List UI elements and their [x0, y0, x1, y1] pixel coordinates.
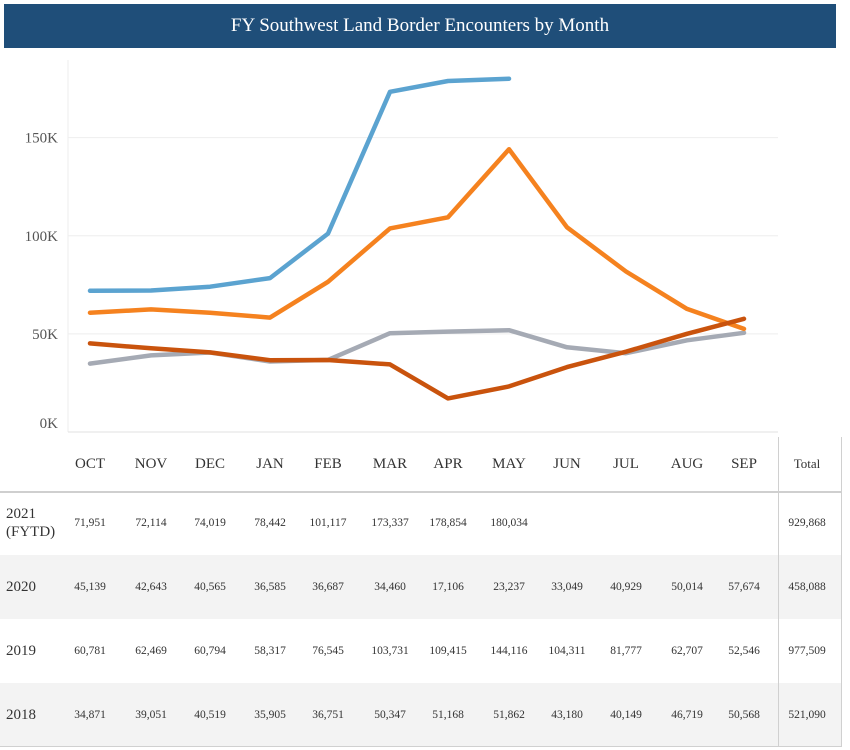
table-cell: 62,707 [671, 645, 703, 657]
gridlines [67, 60, 778, 433]
table-cell: 42,643 [135, 581, 167, 593]
table-cell [712, 491, 776, 555]
table-header-row: OCT NOV DEC JAN FEB MAR APR MAY JUN JUL AUG SEP Tota… [0, 437, 842, 491]
table-cell: 43,180 [551, 709, 583, 721]
table-cell: 144,116 [490, 645, 528, 657]
column-header: MAY [492, 455, 526, 472]
table-cell: 39,051 [135, 709, 167, 721]
table-cell: 45,139 [74, 581, 106, 593]
line-chart: 0K 50K 100K 150K [25, 60, 778, 433]
table-cell: 173,337 [371, 517, 409, 529]
table-cell: 78,442 [254, 517, 286, 529]
table-cell: 35,905 [254, 709, 286, 721]
table-cell: 34,871 [74, 709, 106, 721]
table-cell: 109,415 [429, 645, 467, 657]
column-header: JUL [613, 455, 639, 472]
table-cell: 36,687 [312, 581, 344, 593]
column-header: NOV [134, 455, 168, 472]
y-tick-label: 100K [25, 229, 59, 245]
series-line [87, 146, 747, 332]
table-row: 2021 (FYTD) 71,951 72,114 74,019 78,442 101,1… [0, 491, 842, 555]
y-tick-label: 50K [32, 327, 58, 343]
table-cell [535, 491, 599, 555]
table-rule [0, 746, 842, 747]
table-cell: 33,049 [551, 581, 583, 593]
table-cell: 51,862 [493, 709, 525, 721]
table-cell: 36,585 [254, 581, 286, 593]
table-rule [0, 491, 842, 493]
table-cell: 103,731 [371, 645, 409, 657]
table-row: 2019 60,781 62,469 60,794 58,317 76,545 103,73… [0, 619, 842, 683]
table-cell: 50,347 [374, 709, 406, 721]
column-header: DEC [195, 455, 225, 472]
table-cell: 23,237 [493, 581, 525, 593]
table-cell: 40,565 [194, 581, 226, 593]
table-cell: 52,546 [728, 645, 760, 657]
table-cell [655, 491, 719, 555]
table-cell: 76,545 [312, 645, 344, 657]
series-line [87, 316, 747, 401]
table-cell-total: 521,090 [788, 709, 826, 721]
table-cell: 50,014 [671, 581, 703, 593]
table-cell: 40,929 [610, 581, 642, 593]
row-label: 2020 [6, 579, 36, 595]
column-header: SEP [731, 455, 757, 472]
table-cell: 51,168 [432, 709, 464, 721]
table-cell-total: 929,868 [788, 517, 826, 529]
table-cell: 58,317 [254, 645, 286, 657]
table-cell-total: 977,509 [788, 645, 826, 657]
column-header: OCT [75, 455, 105, 472]
table-cell: 62,469 [135, 645, 167, 657]
column-header: JAN [256, 455, 284, 472]
table-right-edge [841, 437, 842, 747]
total-column-divider [778, 437, 779, 747]
column-header: FEB [314, 455, 342, 472]
row-label: 2019 [6, 643, 36, 659]
table-cell: 104,311 [548, 645, 586, 657]
table-cell: 50,568 [728, 709, 760, 721]
y-axis-ticks: 0K 50K 100K 150K [25, 131, 59, 432]
table-cell: 40,519 [194, 709, 226, 721]
table-cell: 36,751 [312, 709, 344, 721]
table-cell: 72,114 [135, 517, 167, 529]
column-header: MAR [372, 455, 408, 472]
chart-title: FY Southwest Land Border Encounters by M… [4, 4, 836, 48]
y-tick-label: 150K [25, 131, 59, 147]
table-cell: 81,777 [610, 645, 642, 657]
table-cell: 60,794 [194, 645, 226, 657]
row-label: 2021 (FYTD) [6, 506, 56, 540]
column-header: JUN [553, 455, 581, 472]
table-cell [594, 491, 658, 555]
table-cell: 17,106 [432, 581, 464, 593]
series-lines [87, 76, 747, 401]
table-cell: 74,019 [194, 517, 226, 529]
column-header: APR [433, 455, 463, 472]
y-tick-label: 0K [40, 416, 59, 432]
series-line [87, 76, 512, 294]
table-cell: 71,951 [74, 517, 106, 529]
row-label: 2018 [6, 707, 36, 723]
table-cell: 180,034 [490, 517, 528, 529]
table-cell: 101,117 [309, 517, 347, 529]
table-cell: 46,719 [671, 709, 703, 721]
column-header-total: Total [793, 456, 821, 471]
table-cell: 57,674 [728, 581, 760, 593]
table-cell: 34,460 [374, 581, 406, 593]
table-cell: 40,149 [610, 709, 642, 721]
table-row: 2018 34,871 39,051 40,519 35,905 36,751 50,347… [0, 683, 842, 747]
table-cell-total: 458,088 [788, 581, 826, 593]
table-cell: 178,854 [429, 517, 467, 529]
column-header: AUG [670, 455, 704, 472]
table-row: 2020 45,139 42,643 40,565 36,585 36,687 34,460… [0, 555, 842, 619]
table-cell: 60,781 [74, 645, 106, 657]
data-table: OCT NOV DEC JAN FEB MAR APR MAY JUN JUL AUG SEP Tota… [0, 437, 842, 747]
